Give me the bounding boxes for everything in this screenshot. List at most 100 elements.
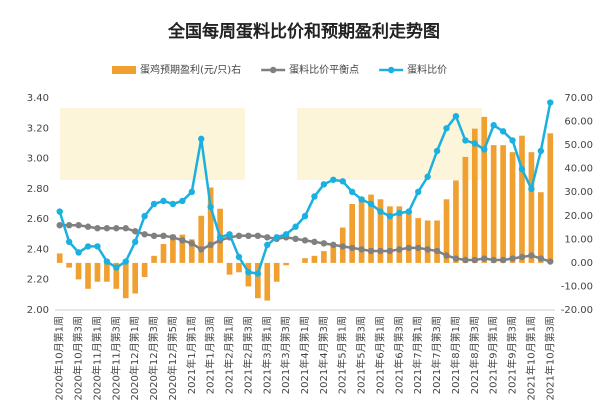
marker bbox=[141, 212, 148, 220]
bar bbox=[226, 262, 233, 275]
marker bbox=[339, 243, 346, 250]
bar bbox=[434, 220, 440, 263]
marker bbox=[301, 212, 309, 220]
bar bbox=[188, 239, 195, 263]
marker bbox=[131, 228, 139, 235]
marker bbox=[131, 238, 139, 246]
marker bbox=[518, 253, 526, 261]
x-tick-label: 2020年12月第3周 bbox=[147, 316, 160, 401]
bar bbox=[264, 262, 271, 301]
bar bbox=[75, 262, 82, 280]
bar bbox=[283, 262, 289, 266]
marker bbox=[433, 247, 441, 255]
bar bbox=[132, 262, 139, 294]
marker bbox=[462, 256, 469, 264]
chart-title: 全国每周蛋料比价和预期盈利走势图 bbox=[167, 21, 440, 42]
legend-marker bbox=[387, 66, 395, 74]
x-tick-label: 2021年6月第1周 bbox=[373, 316, 386, 394]
bar bbox=[198, 215, 205, 263]
marker bbox=[292, 235, 299, 243]
marker bbox=[320, 181, 328, 188]
marker bbox=[84, 223, 92, 230]
y2-tick-label: -10.00 bbox=[561, 281, 593, 292]
marker bbox=[396, 246, 403, 253]
x-tick-label: 2020年11月第3周 bbox=[109, 316, 122, 401]
bar bbox=[94, 262, 101, 282]
marker bbox=[339, 178, 346, 185]
bar bbox=[170, 234, 176, 263]
bar bbox=[160, 244, 167, 263]
marker bbox=[113, 264, 120, 271]
marker bbox=[415, 244, 422, 252]
y2-tick-label: 70.00 bbox=[564, 93, 593, 104]
x-tick-label: 2020年12月第5周 bbox=[166, 316, 179, 401]
bar bbox=[113, 262, 120, 289]
marker bbox=[415, 188, 422, 196]
x-tick-label: 2021年3月第3周 bbox=[279, 316, 292, 394]
bar bbox=[424, 220, 431, 263]
marker bbox=[499, 256, 507, 264]
x-tick-label: 2020年10月第3周 bbox=[72, 316, 85, 401]
bar bbox=[405, 211, 412, 263]
marker bbox=[56, 208, 63, 215]
marker bbox=[150, 232, 158, 239]
x-tick-label: 2021年9月第3周 bbox=[506, 316, 519, 394]
marker bbox=[386, 247, 394, 255]
marker bbox=[254, 270, 262, 277]
marker bbox=[462, 137, 469, 144]
bar bbox=[415, 218, 422, 263]
y2-tick-label: 60.00 bbox=[564, 117, 593, 128]
bar bbox=[519, 135, 525, 263]
x-tick-label: 2021年9月第1周 bbox=[487, 316, 500, 394]
y-tick-label: 3.00 bbox=[27, 154, 49, 165]
marker bbox=[433, 147, 441, 155]
bar bbox=[387, 206, 393, 263]
bar bbox=[509, 152, 516, 263]
y-tick-label: 2.60 bbox=[27, 214, 49, 225]
bar bbox=[490, 145, 497, 263]
x-tick-label: 2021年2月第3周 bbox=[241, 316, 254, 394]
marker bbox=[188, 188, 195, 196]
watermark bbox=[60, 108, 245, 180]
marker bbox=[207, 241, 214, 249]
marker bbox=[169, 234, 177, 241]
marker bbox=[471, 140, 479, 147]
marker bbox=[264, 234, 271, 241]
marker bbox=[65, 238, 73, 246]
bar bbox=[104, 262, 110, 282]
bar bbox=[255, 262, 261, 299]
bar bbox=[481, 116, 488, 263]
marker bbox=[547, 258, 554, 265]
marker bbox=[396, 209, 403, 217]
bar bbox=[330, 244, 337, 263]
marker bbox=[198, 246, 205, 253]
legend-label: 蛋料比价平衡点 bbox=[289, 63, 359, 76]
marker bbox=[160, 232, 167, 239]
marker bbox=[75, 249, 82, 256]
marker bbox=[245, 268, 252, 276]
marker bbox=[150, 200, 158, 208]
marker bbox=[358, 196, 365, 203]
x-tick-label: 2020年11月第1周 bbox=[90, 316, 103, 401]
marker bbox=[179, 197, 186, 205]
x-tick-label: 2021年6月第3周 bbox=[392, 316, 405, 394]
legend-marker bbox=[269, 66, 277, 74]
y2-tick-label: 0.00 bbox=[571, 258, 593, 269]
marker bbox=[367, 200, 375, 208]
legend-swatch bbox=[112, 66, 136, 74]
marker bbox=[499, 128, 507, 135]
y2-tick-label: -20.00 bbox=[561, 305, 593, 316]
x-tick-label: 2021年8月第1周 bbox=[449, 316, 462, 394]
marker bbox=[301, 237, 309, 244]
x-tick-label: 2021年5月第3周 bbox=[355, 316, 368, 394]
marker bbox=[254, 232, 262, 239]
marker bbox=[75, 222, 82, 229]
bar bbox=[358, 196, 365, 263]
marker bbox=[386, 212, 394, 220]
bar bbox=[141, 262, 148, 278]
marker bbox=[311, 238, 318, 246]
bar bbox=[311, 255, 318, 263]
x-tick-label: 2021年1月第1周 bbox=[185, 316, 198, 394]
